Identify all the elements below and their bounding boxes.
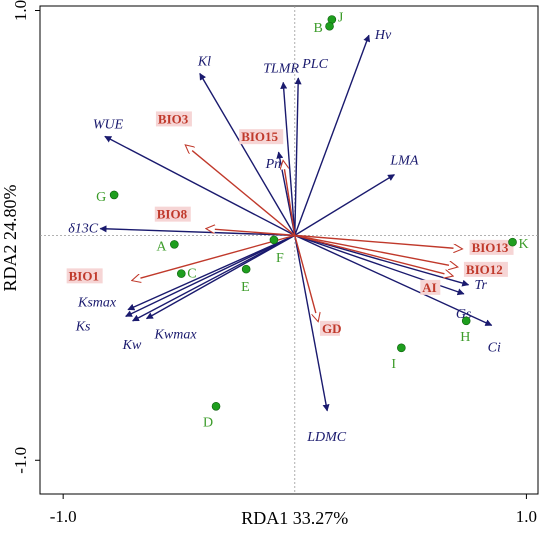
trait-arrow-ksmax [127,234,296,311]
env-arrow-bio1 [133,234,295,280]
sites: JB G K A F C E H I D [96,10,529,430]
site-point-d [211,401,221,411]
env-label-bg-bio13 [469,239,514,255]
trait-arrow-wue [104,135,296,237]
site-point-g [109,190,119,200]
y-axis-title: RDA2 24.80% [0,184,20,291]
env-label-bio3: BIO3 [158,111,189,126]
trait-label-ldmc: LDMC [306,430,347,445]
trait-arrow-kw [132,234,296,322]
trait-label-tr: Tr [475,278,488,293]
trait-arrow-ci [294,234,493,326]
env-label-ai: AI [422,280,436,295]
trait-arrow-ldmc [294,235,330,412]
site-point-i [397,343,406,353]
trait-label-plc: PLC [301,57,328,72]
zero-lines [40,6,538,494]
trait-label-pn: Pn [265,157,282,172]
site-point-h [461,316,471,326]
trait-arrow-delta13c [99,225,295,237]
plot-frame [39,5,539,495]
site-label-a: A [156,239,167,254]
env-label-bg-ai [420,279,441,295]
trait-label-ci: Ci [488,340,501,355]
trait-arrow-ks [125,234,296,317]
env-label-bg-bio15 [239,129,284,145]
env-arrow-gd [294,235,318,320]
env-label-bio15: BIO15 [241,129,278,144]
x-tick-label: 1.0 [516,507,537,526]
trait-arrow-tr [294,234,470,287]
x-axis-title: RDA1 33.27% [241,508,348,528]
site-label-c: C [187,267,196,282]
site-label-g: G [96,190,106,205]
trait-label-lma: LMA [389,154,418,169]
trait-label-kwmax: Kwmax [154,328,198,343]
env-label-bg-bio1 [66,268,103,284]
env-arrow-bio15 [283,161,296,236]
env-arrow-bio8 [207,229,295,237]
site-label-h: H [460,330,470,345]
env-label-bg-bio3 [155,111,192,127]
env-label-bio12: BIO12 [466,262,503,277]
site-point-f [269,235,279,245]
env-label-bio13: BIO13 [472,240,509,255]
site-point-e [241,264,251,274]
trait-label-kl: Kl [197,54,211,69]
site-label-i: I [391,357,396,372]
env-arrow-ai [294,234,453,275]
env-arrow-bio13 [294,234,462,248]
trait-arrow-kwmax [145,234,296,320]
y-tick-label: 1.0 [11,0,30,21]
site-label-k: K [519,237,529,252]
axis-ticks: -1.0 1.0 1.0 -1.0 [11,0,537,526]
site-point-c [176,269,186,278]
site-point-a [170,240,179,249]
trait-arrow-plc [294,77,302,236]
env-label-bg-bio8 [154,206,191,222]
trait-label-hv: Hv [374,28,392,43]
trait-label-delta13c: δ13C [68,222,99,237]
site-point-b [325,21,334,31]
trait-arrow-lma [294,174,395,236]
trait-arrow-kl [199,72,296,236]
env-label-bio1: BIO1 [69,268,99,283]
trait-label-ksmax: Ksmax [77,296,117,311]
site-label-d: D [203,415,213,430]
site-label-e: E [241,280,250,295]
site-label-b: B [314,21,323,36]
site-label-j: J [338,10,344,25]
y-tick-label: -1.0 [11,447,30,474]
env-label-bg-gd [319,320,340,336]
trait-label-ks: Ks [75,319,91,334]
site-point-k [508,237,517,247]
trait-label-wue: WUE [93,117,124,132]
env-arrow-bio3 [186,145,296,236]
trait-arrow-tlmr [280,81,296,236]
trait-label-tlmr: TLMR [263,61,299,76]
env-arrow-bio12 [294,234,457,266]
env-label-bio8: BIO8 [157,207,188,222]
trait-arrow-hv [294,34,371,236]
env-label-gd: GD [322,321,342,336]
site-label-f: F [276,251,284,266]
trait-label-kw: Kw [122,338,142,353]
env-label-bg-bio12 [463,261,508,277]
env-vectors: BIO3 BIO15 BIO8 BIO1 BIO13 BIO12 AI GD [66,111,514,336]
x-tick-label: -1.0 [50,507,77,526]
